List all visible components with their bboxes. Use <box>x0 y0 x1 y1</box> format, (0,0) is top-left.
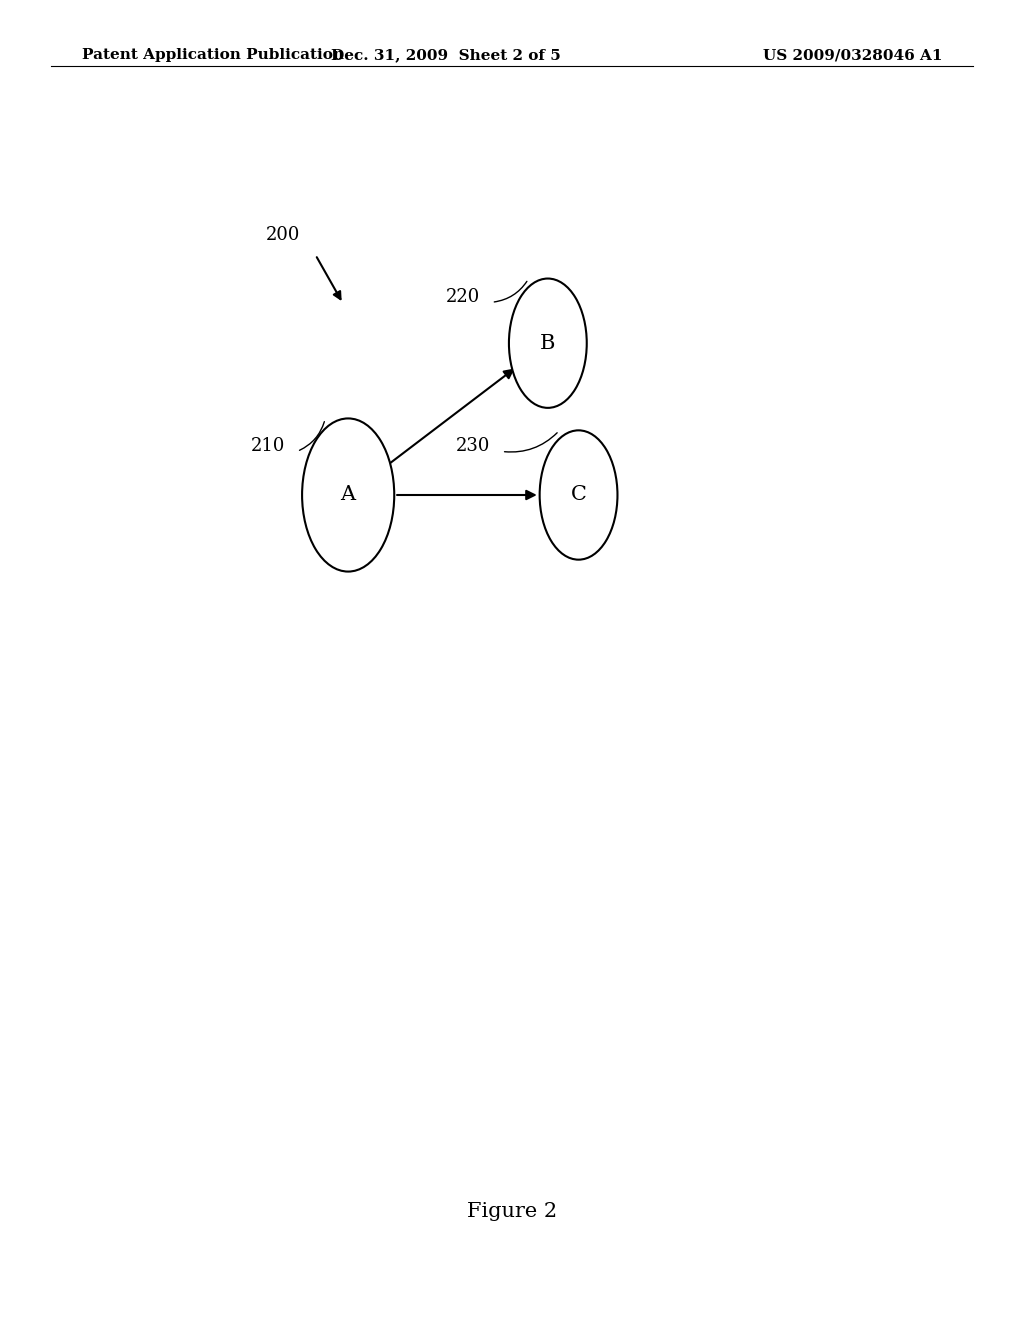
Text: 220: 220 <box>445 288 479 306</box>
Text: 200: 200 <box>266 226 301 244</box>
Text: Figure 2: Figure 2 <box>467 1203 557 1221</box>
Ellipse shape <box>509 279 587 408</box>
Text: 210: 210 <box>251 437 286 455</box>
Text: 230: 230 <box>456 437 490 455</box>
Text: C: C <box>570 486 587 504</box>
Text: Dec. 31, 2009  Sheet 2 of 5: Dec. 31, 2009 Sheet 2 of 5 <box>331 49 560 62</box>
Ellipse shape <box>302 418 394 572</box>
Ellipse shape <box>540 430 617 560</box>
Text: Patent Application Publication: Patent Application Publication <box>82 49 344 62</box>
Text: B: B <box>540 334 556 352</box>
Text: A: A <box>341 486 355 504</box>
Text: US 2009/0328046 A1: US 2009/0328046 A1 <box>763 49 942 62</box>
